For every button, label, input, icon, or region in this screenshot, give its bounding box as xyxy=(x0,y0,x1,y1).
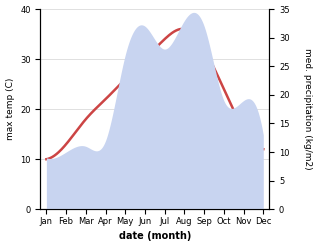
X-axis label: date (month): date (month) xyxy=(119,231,191,242)
Y-axis label: max temp (C): max temp (C) xyxy=(5,78,15,140)
Y-axis label: med. precipitation (kg/m2): med. precipitation (kg/m2) xyxy=(303,48,313,170)
